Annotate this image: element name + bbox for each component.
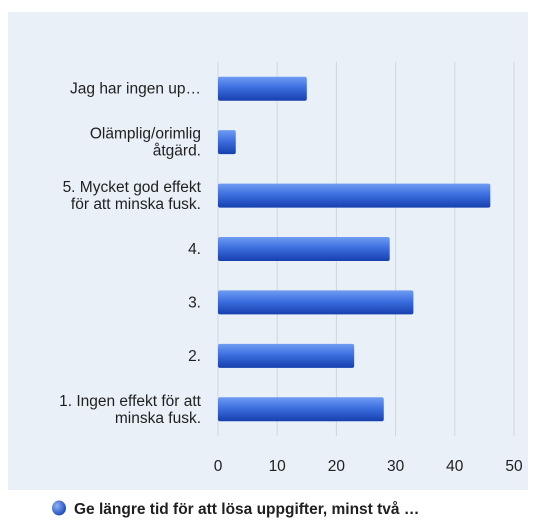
bar-1[interactable] <box>218 130 236 155</box>
x-tick-label-40: 40 <box>446 458 464 475</box>
category-labels: Jag har ingen up… Olämplig/orimlig åtgärd.… <box>59 81 202 427</box>
x-tick-label-20: 20 <box>328 458 346 475</box>
category-label-3: 4. <box>188 241 201 258</box>
legend-marker-icon <box>52 500 66 516</box>
category-label-5: 2. <box>188 348 201 365</box>
category-label-4: 3. <box>188 294 201 311</box>
category-label-6: 1. Ingen effekt för att minska fusk. <box>59 393 202 427</box>
x-tick-label-0: 0 <box>214 458 223 475</box>
legend[interactable]: Ge längre tid för att lösa uppgifter, mi… <box>52 500 419 519</box>
legend-label: Ge längre tid för att lösa uppgifter, mi… <box>74 501 419 518</box>
x-tick-label-10: 10 <box>269 458 287 475</box>
category-label-2: 5. Mycket god effekt för att minska fusk. <box>63 179 202 213</box>
bar-5[interactable] <box>218 343 355 368</box>
category-label-0: Jag har ingen up… <box>70 81 201 98</box>
bars <box>218 76 491 422</box>
bar-0[interactable] <box>218 76 307 101</box>
x-axis-ticks: 0 10 20 30 40 50 <box>214 458 523 475</box>
x-tick-label-30: 30 <box>387 458 405 475</box>
bar-4[interactable] <box>218 290 414 315</box>
bar-2[interactable] <box>218 183 491 208</box>
x-tick-label-50: 50 <box>505 458 523 475</box>
category-label-1: Olämplig/orimlig åtgärd. <box>90 126 201 160</box>
bar-6[interactable] <box>218 397 384 422</box>
bar-3[interactable] <box>218 237 390 261</box>
